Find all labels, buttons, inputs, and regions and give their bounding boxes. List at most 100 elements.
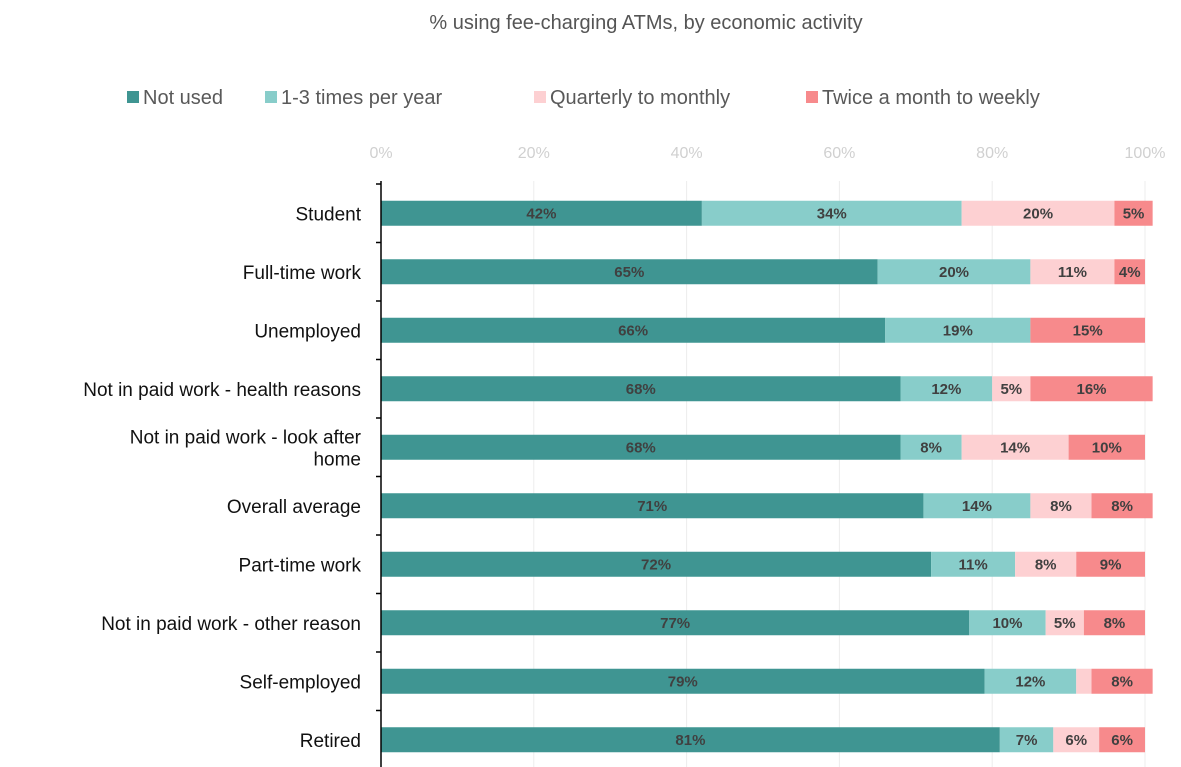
data-label: 8% xyxy=(920,439,942,456)
bar-segment xyxy=(381,317,886,343)
x-tick-label: 20% xyxy=(518,145,550,162)
bar-segment xyxy=(1030,259,1115,285)
bar-segment xyxy=(381,727,1000,753)
bar-segment xyxy=(877,259,1031,285)
data-label: 6% xyxy=(1111,732,1133,749)
bar-segment xyxy=(381,434,901,460)
data-label: 15% xyxy=(1073,322,1103,339)
legend-label: Twice a month to weekly xyxy=(822,87,1040,109)
data-label: 72% xyxy=(641,556,671,573)
bar-segment xyxy=(1091,493,1153,519)
bar-segment xyxy=(381,668,985,694)
bar-segment xyxy=(1068,434,1145,460)
data-label: 12% xyxy=(1015,673,1045,690)
bar-segment xyxy=(900,434,962,460)
data-label: 20% xyxy=(1023,205,1053,222)
bar-segment xyxy=(1030,317,1145,343)
bar-segment xyxy=(381,376,901,402)
bars: 42% 34% 20% 5% 65% 20% 11% 4% 66% 19% 15% 68% 12% 5% 1… xyxy=(381,200,1153,753)
bar-segment xyxy=(1076,551,1145,577)
category-label: Overall average xyxy=(227,497,361,518)
category-labels: Student Full-time work Unemployed Not in pa… xyxy=(83,204,361,752)
bar-segment xyxy=(381,259,878,285)
data-label: 20% xyxy=(939,264,969,281)
data-label: 10% xyxy=(992,615,1022,632)
data-label: 8% xyxy=(1050,498,1072,515)
category-label: Not in paid work - health reasons xyxy=(83,380,361,401)
x-axis-tick-labels: 0% 20% 40% 60% 80% 100% xyxy=(369,145,1165,162)
data-label: 34% xyxy=(817,205,847,222)
bar-segment xyxy=(1030,376,1153,402)
bar-segment xyxy=(1053,727,1100,753)
category-label: home xyxy=(313,449,361,470)
category-label: Part-time work xyxy=(239,555,362,576)
data-label: 6% xyxy=(1065,732,1087,749)
bar-segment xyxy=(381,551,932,577)
bar-segment xyxy=(381,610,970,636)
bar-segment xyxy=(885,317,1031,343)
data-label: 19% xyxy=(943,322,973,339)
data-label: 66% xyxy=(618,322,648,339)
bar-segment xyxy=(984,668,1077,694)
data-label: 68% xyxy=(626,439,656,456)
legend-swatch xyxy=(806,91,818,103)
bar-segment xyxy=(999,727,1054,753)
y-axis xyxy=(376,181,382,767)
data-label: 7% xyxy=(1016,732,1038,749)
legend-label: 1-3 times per year xyxy=(281,87,443,109)
bar-segment xyxy=(900,376,993,402)
bar-segment xyxy=(1091,668,1153,694)
x-tick-label: 40% xyxy=(671,145,703,162)
bar-segment xyxy=(1099,727,1145,753)
data-label: 8% xyxy=(1111,498,1133,515)
legend: Not used 1-3 times per year Quarterly to m… xyxy=(127,87,1040,109)
data-label: 10% xyxy=(1092,439,1122,456)
bar-segment xyxy=(992,376,1031,402)
data-label: 16% xyxy=(1077,381,1107,398)
data-label: 11% xyxy=(1058,264,1087,281)
data-label: 5% xyxy=(1000,381,1022,398)
data-label: 12% xyxy=(931,381,961,398)
data-label: 5% xyxy=(1123,205,1145,222)
data-label: 77% xyxy=(660,615,690,632)
data-label: 68% xyxy=(626,381,656,398)
chart-title: % using fee-charging ATMs, by economic a… xyxy=(429,12,862,34)
data-label: 65% xyxy=(614,264,644,281)
bar-segment xyxy=(961,434,1069,460)
data-label: 14% xyxy=(1000,439,1030,456)
data-label: 9% xyxy=(1100,556,1122,573)
x-tick-label: 80% xyxy=(976,145,1008,162)
legend-swatch xyxy=(534,91,546,103)
data-label: 4% xyxy=(1119,264,1141,281)
category-label: Student xyxy=(296,204,362,225)
bar-segment xyxy=(923,493,1031,519)
bar-segment xyxy=(969,610,1046,636)
x-tick-label: 0% xyxy=(369,145,392,162)
category-label: Self-employed xyxy=(240,672,361,693)
data-label: 8% xyxy=(1104,615,1126,632)
data-label: 8% xyxy=(1035,556,1057,573)
category-label: Retired xyxy=(300,731,361,752)
data-label: 5% xyxy=(1054,615,1076,632)
bar-segment xyxy=(1015,551,1077,577)
bar-segment xyxy=(1030,493,1092,519)
bar-segment xyxy=(1114,200,1153,226)
legend-label: Not used xyxy=(143,87,223,109)
x-tick-label: 100% xyxy=(1125,145,1166,162)
data-label: 81% xyxy=(675,732,705,749)
bar-segment xyxy=(701,200,962,226)
data-label: 11% xyxy=(958,556,987,573)
data-label: 8% xyxy=(1111,673,1133,690)
data-label: 14% xyxy=(962,498,992,515)
bar-segment xyxy=(1114,259,1145,285)
bar-segment xyxy=(381,200,702,226)
bar-segment xyxy=(931,551,1016,577)
category-label: Not in paid work - look after xyxy=(130,427,362,448)
data-label: 79% xyxy=(668,673,698,690)
legend-label: Quarterly to monthly xyxy=(550,87,730,109)
bar-segment xyxy=(1045,610,1084,636)
category-label: Unemployed xyxy=(254,321,361,342)
category-label: Not in paid work - other reason xyxy=(101,614,361,635)
